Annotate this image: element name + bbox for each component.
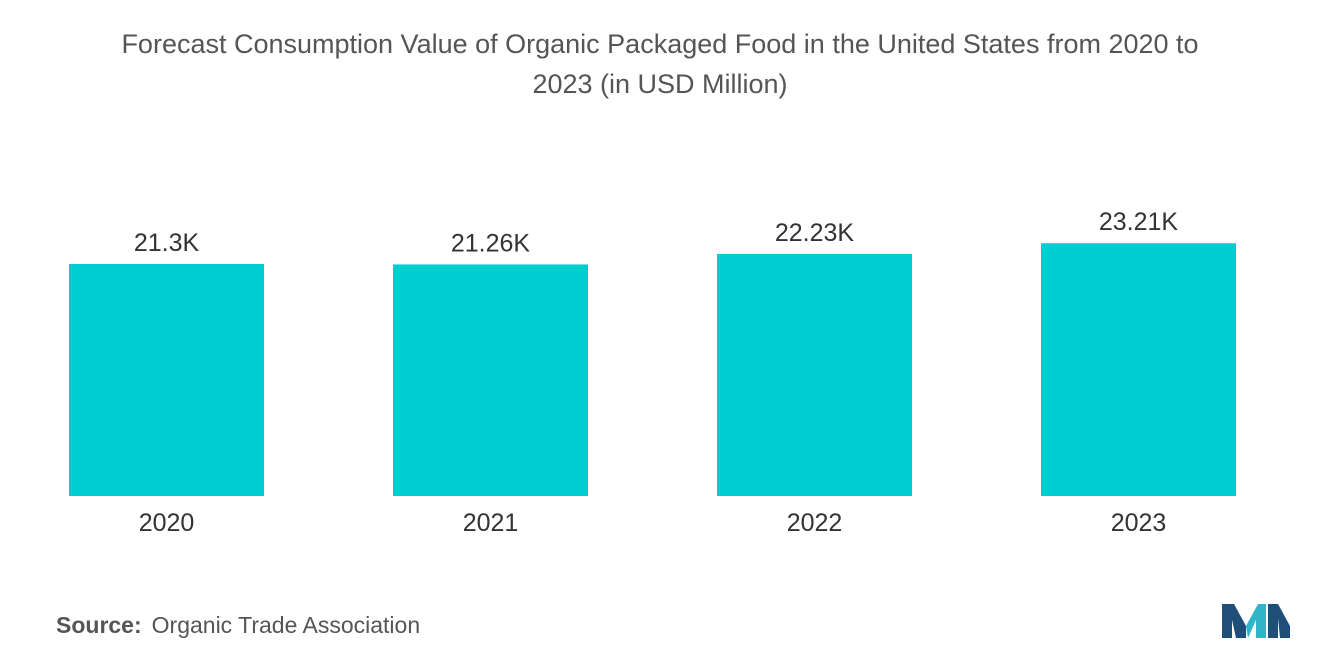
source-label: Source: bbox=[56, 612, 142, 638]
data-label-2021: 21.26K bbox=[451, 229, 531, 257]
chart-title-line-1: Forecast Consumption Value of Organic Pa… bbox=[121, 29, 1199, 59]
chart-title: Forecast Consumption Value of Organic Pa… bbox=[0, 24, 1320, 104]
bar-2023 bbox=[1041, 243, 1236, 496]
bar-2022 bbox=[717, 253, 912, 496]
x-tick-label-2021: 2021 bbox=[463, 509, 519, 537]
bar-2021 bbox=[393, 264, 588, 496]
x-tick-label-2023: 2023 bbox=[1111, 509, 1167, 537]
data-label-2020: 21.3K bbox=[134, 229, 200, 257]
chart-title-line-2: 2023 (in USD Million) bbox=[532, 69, 788, 99]
source-note: Source: Organic Trade Association bbox=[56, 612, 420, 639]
bar-2020 bbox=[69, 264, 264, 496]
mordor-intelligence-logo-icon bbox=[1222, 604, 1290, 638]
data-label-2022: 22.23K bbox=[775, 219, 855, 247]
x-tick-label-2020: 2020 bbox=[139, 509, 195, 537]
source-text: Organic Trade Association bbox=[151, 612, 421, 638]
data-label-2023: 23.21K bbox=[1099, 208, 1179, 236]
x-tick-label-2022: 2022 bbox=[787, 509, 843, 537]
